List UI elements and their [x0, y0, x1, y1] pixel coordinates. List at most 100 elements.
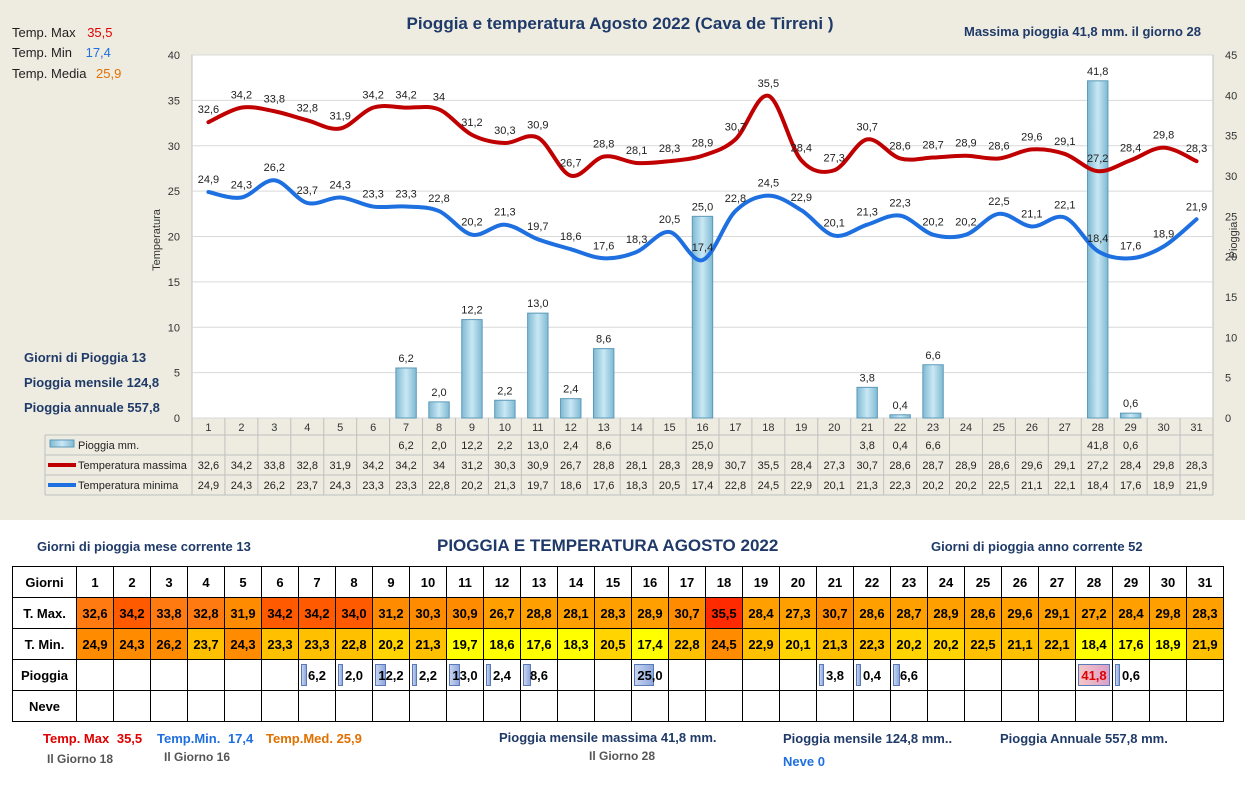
snow-cell: [1075, 690, 1113, 722]
tmax-data-label: 34: [433, 91, 445, 103]
y-tick-label: 10: [168, 322, 180, 334]
rain-cell-value: 2,0: [344, 667, 364, 683]
table-value: 28,9: [692, 460, 713, 472]
table-value: 6,2: [398, 440, 413, 452]
table-value: 8,6: [596, 440, 611, 452]
day-cell: 7: [298, 566, 336, 598]
tmax-cell: 29,8: [1149, 597, 1187, 629]
footer-tmed: Temp.Med. 25,9: [266, 731, 362, 746]
table-value: 30,3: [494, 460, 515, 472]
day-cell: 17: [668, 566, 706, 598]
rain-cell: [187, 659, 225, 691]
tmax-cell: 31,2: [372, 597, 410, 629]
tmax-data-label: 33,8: [264, 93, 285, 105]
x-tick-label: 16: [696, 422, 708, 434]
tmin-data-label: 24,3: [231, 179, 252, 191]
temp-avg-value: 25,9: [96, 66, 122, 81]
rain-cell-bar: [486, 664, 491, 686]
table-value: 20,5: [659, 480, 680, 492]
tmin-data-label: 20,2: [461, 217, 482, 229]
tmax-cell: 30,7: [816, 597, 854, 629]
tmax-data-label: 28,9: [692, 138, 713, 150]
tmin-data-label: 18,6: [560, 231, 581, 243]
y2-tick-label: 30: [1225, 171, 1237, 183]
x-tick-label: 15: [663, 422, 675, 434]
snow-cell: [1186, 690, 1224, 722]
tmin-data-label: 21,3: [856, 207, 877, 219]
legend-rain-label: Pioggia mm.: [78, 440, 139, 452]
table-value: 30,7: [725, 460, 746, 472]
table-value: 28,4: [791, 460, 812, 472]
tmax-line: [206, 93, 1199, 178]
rain-cell: [113, 659, 151, 691]
legend-tmax-label: Temperatura massima: [78, 460, 188, 472]
tmax-cell: 28,3: [594, 597, 632, 629]
tmax-data-label: 28,6: [889, 140, 910, 152]
rain-cell: 3,8: [816, 659, 854, 691]
rain-year-stat: Pioggia annuale 557,8: [24, 400, 160, 415]
temp-min-stat: Temp. Min 17,4: [12, 45, 111, 60]
rain-cell: [1001, 659, 1039, 691]
rain-cell-bar: [819, 664, 824, 686]
day-cell: 26: [1001, 566, 1039, 598]
footer-tmin-label: Temp.Min.: [157, 731, 221, 746]
snow-cell: [261, 690, 299, 722]
day-cell: 31: [1186, 566, 1224, 598]
y2-tick-label: 35: [1225, 131, 1237, 143]
tmin-data-label: 17,4: [692, 242, 713, 254]
tmin-cell: 24,3: [224, 628, 262, 660]
rain-row: Pioggia 6,2 2,0 12,2 2,2 13,0 2,4 8,6 25,0 3,8 0,4…: [12, 659, 1224, 691]
rain-cell-bar: [893, 664, 900, 686]
tmax-cell: 28,8: [520, 597, 558, 629]
temp-max-value: 35,5: [87, 25, 113, 40]
table-value: 6,6: [925, 440, 940, 452]
table-value: 34,2: [362, 460, 383, 472]
rain-data-label: 3,8: [860, 372, 875, 384]
rain-cell-bar: [301, 664, 307, 686]
tmin-cell: 24,5: [705, 628, 743, 660]
rain-cell: [705, 659, 743, 691]
tmin-cell: 20,2: [372, 628, 410, 660]
y2-axis-title: Pioggia: [1228, 221, 1240, 259]
table-value: 26,7: [560, 460, 581, 472]
max-rain-stat: Massima pioggia 41,8 mm. il giorno 28: [964, 24, 1201, 39]
tmin-data-label: 17,6: [593, 240, 614, 252]
footer-tmed-value: 25,9: [336, 731, 362, 746]
snow-cell: [335, 690, 373, 722]
day-cell: 21: [816, 566, 854, 598]
x-tick-label: 2: [238, 422, 244, 434]
table-value: 29,1: [1054, 460, 1075, 472]
table-value: 29,8: [1153, 460, 1174, 472]
x-tick-label: 25: [993, 422, 1005, 434]
rain-cell-value: 25,0: [637, 667, 663, 683]
tmin-data-label: 23,3: [362, 189, 383, 201]
tmin-data-label: 23,7: [297, 185, 318, 197]
table-value: 23,7: [297, 480, 318, 492]
y2-tick-label: 15: [1225, 292, 1237, 304]
tmax-data-label: 32,6: [198, 104, 219, 116]
rain-cell: [76, 659, 114, 691]
x-tick-label: 23: [927, 422, 939, 434]
rain-data-label: 0,4: [892, 400, 907, 412]
rain-days-stat: Giorni di Pioggia 13: [24, 350, 147, 365]
legend-rain-swatch: [49, 439, 75, 448]
tmin-data-label: 21,1: [1021, 209, 1042, 221]
tmax-cell: 34,2: [113, 597, 151, 629]
x-tick-label: 4: [304, 422, 310, 434]
table-value: 2,0: [431, 440, 446, 452]
rain-cell-bar: [856, 664, 861, 686]
day-cell: 16: [631, 566, 669, 598]
day-cell: 14: [557, 566, 595, 598]
rain-data-label: 8,6: [596, 334, 611, 346]
tmin-data-label: 21,9: [1186, 201, 1207, 213]
rain-bar: [395, 367, 417, 419]
rain-cell: [261, 659, 299, 691]
tmax-data-label: 34,2: [395, 90, 416, 102]
tmax-cell: 26,7: [483, 597, 521, 629]
rain-bar: [461, 319, 483, 419]
tmin-cell: 23,3: [261, 628, 299, 660]
data-table: Giorni 1 2 3 4 5 6 7 8 9 10 11 12 13 14 15 16 17 18 19 20 21 2…: [12, 566, 1224, 722]
snow-cell: [594, 690, 632, 722]
snow-cell: [816, 690, 854, 722]
tmax-data-label: 32,8: [297, 102, 318, 114]
